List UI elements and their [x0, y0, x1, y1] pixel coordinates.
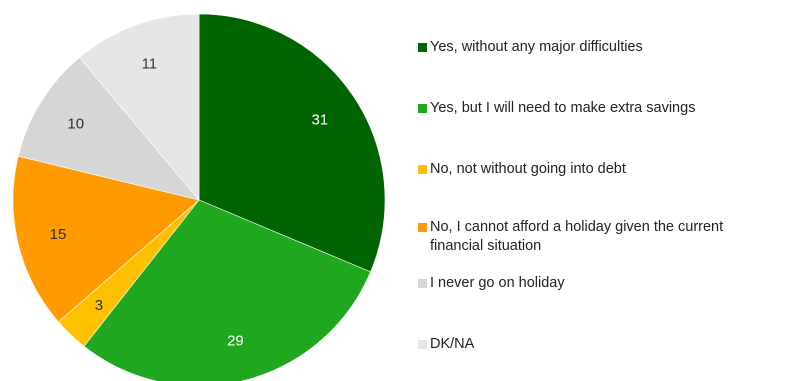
legend-item-5: I never go on holiday [418, 274, 785, 293]
pie-slice-5 [17, 57, 200, 201]
legend-swatch-4 [418, 223, 427, 232]
pie-slices [12, 13, 386, 381]
legend-label-2: Yes, but I will need to make extra savin… [430, 100, 696, 116]
legend-swatch-2 [418, 104, 427, 113]
legend-label-4: No, I cannot afford a holiday given the … [430, 219, 724, 254]
legend-item-6: DK/NA [418, 335, 785, 354]
legend-label-3: No, not without going into debt [430, 161, 626, 177]
legend-item-4: No, I cannot afford a holiday given the … [418, 218, 775, 256]
legend-swatch-1 [418, 43, 427, 52]
pie-slice-4 [12, 155, 200, 323]
legend-item-1: Yes, without any major difficulties [418, 38, 785, 57]
legend-label-5: I never go on holiday [430, 275, 565, 291]
legend-swatch-3 [418, 165, 427, 174]
legend-label-1: Yes, without any major difficulties [430, 39, 643, 55]
pie-slice-6 [79, 13, 200, 201]
legend-swatch-6 [418, 340, 427, 349]
pie-data-labels: 31 29 3 15 10 11 [50, 56, 328, 350]
pie-slice-1 [198, 13, 386, 273]
legend-item-2: Yes, but I will need to make extra savin… [418, 99, 785, 118]
pie-slice-2 [83, 199, 371, 381]
legend-swatch-5 [418, 279, 427, 288]
legend-item-3: No, not without going into debt [418, 160, 785, 179]
pie-data-label-6: 11 [142, 56, 158, 73]
legend-label-6: DK/NA [430, 336, 475, 352]
pie-data-label-4: 15 [50, 226, 67, 243]
pie-data-label-3: 3 [95, 297, 103, 314]
pie-data-label-2: 29 [227, 332, 244, 349]
pie-data-label-1: 31 [311, 112, 328, 129]
pie-data-label-5: 10 [67, 116, 84, 133]
